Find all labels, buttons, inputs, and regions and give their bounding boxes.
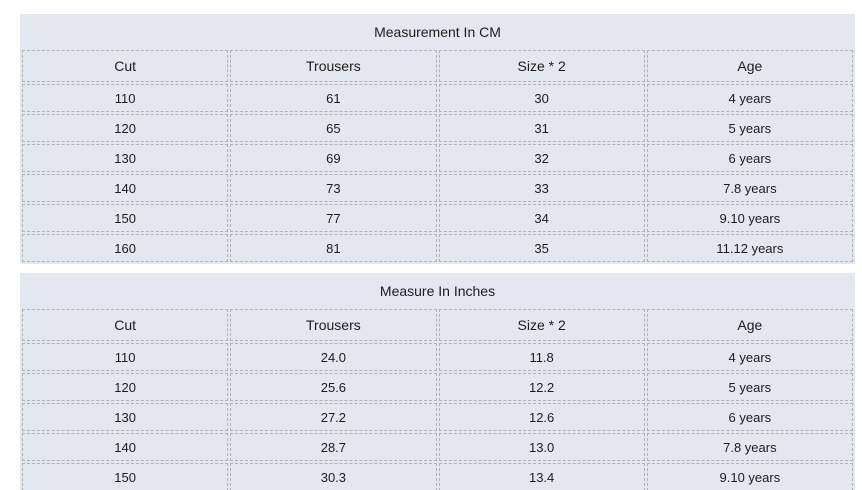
inches-size-table: Measure In Inches Cut Trousers Size * 2 … <box>20 273 855 490</box>
table-cell: 160 <box>22 234 229 262</box>
table-header-row: Cut Trousers Size * 2 Age <box>22 50 853 82</box>
table-cell: 6 years <box>646 144 853 172</box>
table-cell: 110 <box>22 343 229 371</box>
table-cell: 6 years <box>646 403 853 431</box>
table-cell: 7.8 years <box>646 174 853 202</box>
table-row: 120 65 31 5 years <box>22 114 853 142</box>
column-header-cut: Cut <box>22 50 229 82</box>
table-row: 140 73 33 7.8 years <box>22 174 853 202</box>
table-cell: 77 <box>230 204 437 232</box>
table-cell: 30 <box>438 84 645 112</box>
table-cell: 30.3 <box>230 463 437 490</box>
table-row: 140 28.7 13.0 7.8 years <box>22 433 853 461</box>
table-cell: 140 <box>22 433 229 461</box>
table-cell: 5 years <box>646 373 853 401</box>
table-cell: 12.2 <box>438 373 645 401</box>
table-row: 120 25.6 12.2 5 years <box>22 373 853 401</box>
table-cell: 150 <box>22 463 229 490</box>
column-header-size: Size * 2 <box>438 309 645 341</box>
table-cell: 13.0 <box>438 433 645 461</box>
table-cell: 73 <box>230 174 437 202</box>
table-cell: 120 <box>22 373 229 401</box>
table-row: 110 61 30 4 years <box>22 84 853 112</box>
table-title-row: Measure In Inches <box>22 275 853 307</box>
table-cell: 9.10 years <box>646 204 853 232</box>
table-cell: 150 <box>22 204 229 232</box>
table-title: Measure In Inches <box>379 283 496 299</box>
table-cell: 13.4 <box>438 463 645 490</box>
column-header-size: Size * 2 <box>438 50 645 82</box>
table-cell: 69 <box>230 144 437 172</box>
table-cell: 61 <box>230 84 437 112</box>
table-cell: 28.7 <box>230 433 437 461</box>
table-cell: 140 <box>22 174 229 202</box>
table-cell: 25.6 <box>230 373 437 401</box>
table-title-row: Measurement In CM <box>22 16 853 48</box>
table-cell: 24.0 <box>230 343 437 371</box>
table-cell: 35 <box>438 234 645 262</box>
table-row: 150 77 34 9.10 years <box>22 204 853 232</box>
table-cell: 31 <box>438 114 645 142</box>
column-header-trousers: Trousers <box>230 309 437 341</box>
table-cell: 4 years <box>646 84 853 112</box>
table-cell: 130 <box>22 403 229 431</box>
table-cell: 27.2 <box>230 403 437 431</box>
table-cell: 81 <box>230 234 437 262</box>
table-cell: 34 <box>438 204 645 232</box>
table-cell: 12.6 <box>438 403 645 431</box>
column-header-age: Age <box>646 309 853 341</box>
table-cell: 120 <box>22 114 229 142</box>
table-cell: 11.12 years <box>646 234 853 262</box>
table-row: 150 30.3 13.4 9.10 years <box>22 463 853 490</box>
table-cell: 32 <box>438 144 645 172</box>
table-title: Measurement In CM <box>374 24 501 40</box>
table-cell: 65 <box>230 114 437 142</box>
table-cell: 9.10 years <box>646 463 853 490</box>
table-row: 110 24.0 11.8 4 years <box>22 343 853 371</box>
column-header-cut: Cut <box>22 309 229 341</box>
column-header-trousers: Trousers <box>230 50 437 82</box>
table-cell: 110 <box>22 84 229 112</box>
table-cell: 7.8 years <box>646 433 853 461</box>
table-row: 130 27.2 12.6 6 years <box>22 403 853 431</box>
cm-size-table: Measurement In CM Cut Trousers Size * 2 … <box>20 14 855 264</box>
table-cell: 5 years <box>646 114 853 142</box>
table-cell: 130 <box>22 144 229 172</box>
table-header-row: Cut Trousers Size * 2 Age <box>22 309 853 341</box>
column-header-age: Age <box>646 50 853 82</box>
table-row: 130 69 32 6 years <box>22 144 853 172</box>
table-cell: 4 years <box>646 343 853 371</box>
table-row: 160 81 35 11.12 years <box>22 234 853 262</box>
table-cell: 11.8 <box>438 343 645 371</box>
table-cell: 33 <box>438 174 645 202</box>
